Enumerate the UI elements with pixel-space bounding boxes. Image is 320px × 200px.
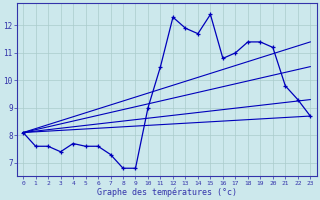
- X-axis label: Graphe des températures (°c): Graphe des températures (°c): [97, 187, 237, 197]
